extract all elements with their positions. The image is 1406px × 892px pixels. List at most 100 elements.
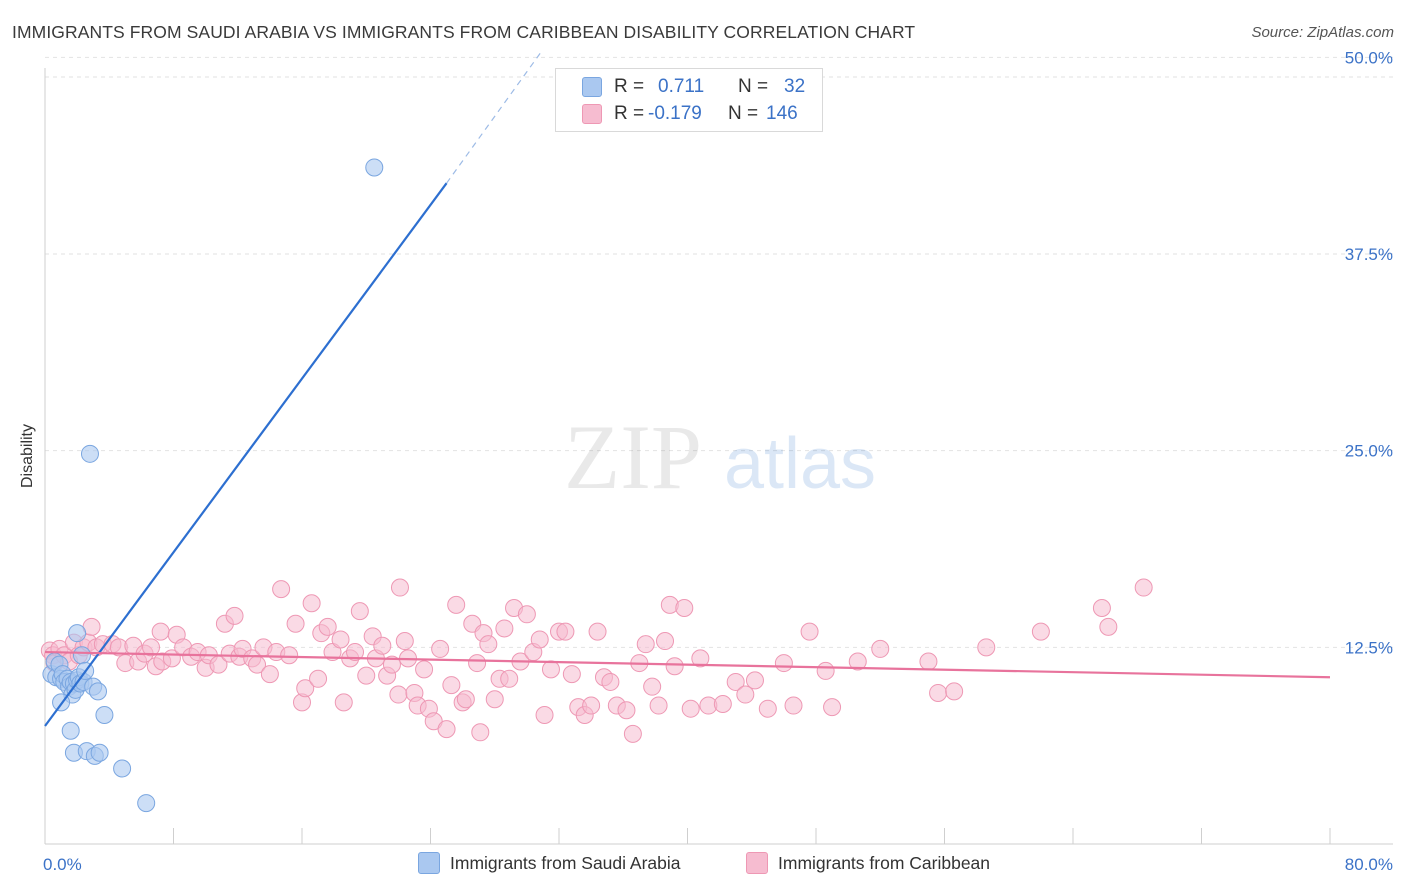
legend-item-caribbean[interactable]: Immigrants from Caribbean	[746, 852, 990, 874]
data-point-caribbean	[816, 661, 835, 680]
data-point-caribbean	[665, 657, 684, 676]
legend-r-value: 0.711	[658, 76, 705, 97]
trend-lines	[44, 49, 1331, 727]
data-point-saudi-arabia	[89, 682, 108, 701]
data-point-caribbean	[331, 630, 350, 649]
data-point-caribbean	[318, 617, 337, 636]
data-point-caribbean	[636, 635, 655, 654]
y-tick-label: 37.5%	[1345, 245, 1393, 264]
data-point-caribbean	[350, 602, 369, 621]
data-point-caribbean	[323, 643, 342, 662]
data-point-caribbean	[582, 696, 601, 715]
data-point-caribbean	[588, 622, 607, 641]
data-point-caribbean	[1099, 617, 1118, 636]
data-point-caribbean	[535, 705, 554, 724]
data-point-caribbean	[225, 606, 244, 625]
data-point-caribbean	[617, 701, 636, 720]
data-point-caribbean	[302, 594, 321, 613]
data-point-caribbean	[485, 690, 504, 709]
saudi-arabia-points	[42, 158, 384, 813]
data-point-saudi-arabia	[80, 444, 99, 463]
tick-labels: 12.5% 25.0% 37.5% 50.0% 0.0% 80.0%	[43, 48, 1393, 874]
legend-r-label: R =	[614, 76, 645, 97]
legend-row-saudi: R = 0.711 N = 32	[556, 73, 824, 101]
data-point-saudi-arabia	[95, 705, 114, 724]
trend-line-saudi-arabia-extension	[446, 49, 544, 184]
series-legend: Immigrants from Saudi Arabia Immigrants …	[0, 852, 1406, 878]
data-point-caribbean	[541, 660, 560, 679]
data-point-caribbean	[848, 652, 867, 671]
data-point-caribbean	[681, 699, 700, 718]
data-point-caribbean	[442, 676, 461, 695]
data-point-caribbean	[272, 580, 291, 599]
data-point-saudi-arabia	[137, 794, 156, 813]
data-point-caribbean	[713, 694, 732, 713]
data-point-caribbean	[479, 635, 498, 654]
data-point-caribbean	[823, 698, 842, 717]
data-point-caribbean	[517, 605, 536, 624]
trend-line-caribbean	[44, 650, 1331, 679]
legend-n-label: N =	[738, 76, 769, 97]
legend-swatch-pink	[582, 104, 602, 124]
data-point-caribbean	[447, 595, 466, 614]
data-point-caribbean	[929, 683, 948, 702]
data-point-caribbean	[151, 622, 170, 641]
data-point-caribbean	[415, 660, 434, 679]
watermark-zip: ZIP	[564, 406, 702, 508]
x-tick-label-max: 80.0%	[1345, 855, 1393, 874]
data-point-caribbean	[389, 685, 408, 704]
data-point-caribbean	[296, 679, 315, 698]
data-point-caribbean	[260, 665, 279, 684]
data-point-caribbean	[456, 690, 475, 709]
data-point-caribbean	[726, 672, 745, 691]
data-point-caribbean	[500, 669, 519, 688]
data-point-caribbean	[530, 630, 549, 649]
data-point-caribbean	[623, 724, 642, 743]
data-point-caribbean	[977, 638, 996, 657]
data-point-caribbean	[556, 622, 575, 641]
data-point-saudi-arabia	[72, 646, 91, 665]
data-point-caribbean	[691, 649, 710, 668]
chart-title: IMMIGRANTS FROM SAUDI ARABIA VS IMMIGRAN…	[12, 22, 916, 42]
data-point-caribbean	[357, 666, 376, 685]
caribbean-points	[40, 578, 1153, 743]
data-point-caribbean	[675, 599, 694, 617]
data-point-caribbean	[431, 639, 450, 658]
legend-swatch-pink	[746, 852, 768, 874]
data-point-caribbean	[871, 639, 890, 658]
legend-n-value: 32	[784, 76, 806, 97]
data-point-caribbean	[437, 720, 456, 739]
data-point-caribbean	[562, 665, 581, 684]
data-point-caribbean	[286, 614, 305, 633]
data-point-caribbean	[309, 669, 328, 688]
data-point-caribbean	[142, 638, 161, 657]
legend-label: Immigrants from Caribbean	[778, 852, 991, 873]
data-point-caribbean	[495, 619, 514, 638]
data-point-caribbean	[373, 636, 392, 655]
legend-item-saudi-arabia[interactable]: Immigrants from Saudi Arabia	[418, 852, 681, 874]
stats-legend: R = 0.711 N = 32 R = -0.179 N = 146	[555, 68, 823, 132]
legend-n-value: 146	[766, 103, 798, 124]
legend-label: Immigrants from Saudi Arabia	[450, 852, 681, 873]
data-point-caribbean	[468, 654, 487, 673]
data-point-caribbean	[649, 696, 668, 715]
y-tick-label: 12.5%	[1345, 638, 1393, 657]
data-point-caribbean	[784, 696, 803, 715]
data-point-caribbean	[334, 693, 353, 712]
data-point-caribbean	[643, 677, 662, 696]
data-point-caribbean	[382, 655, 401, 674]
data-point-caribbean	[390, 578, 409, 597]
y-tick-label: 25.0%	[1345, 442, 1393, 461]
data-point-caribbean	[800, 622, 819, 641]
data-point-saudi-arabia	[365, 158, 384, 177]
legend-swatch-blue	[582, 77, 602, 97]
data-point-saudi-arabia	[61, 721, 80, 740]
legend-swatch-blue	[418, 852, 440, 874]
data-point-saudi-arabia	[113, 759, 132, 778]
data-point-caribbean	[919, 652, 938, 671]
data-point-saudi-arabia	[68, 624, 87, 643]
data-point-caribbean	[346, 643, 365, 662]
data-point-caribbean	[774, 654, 793, 673]
source-label: Source: ZipAtlas.com	[1251, 24, 1394, 41]
